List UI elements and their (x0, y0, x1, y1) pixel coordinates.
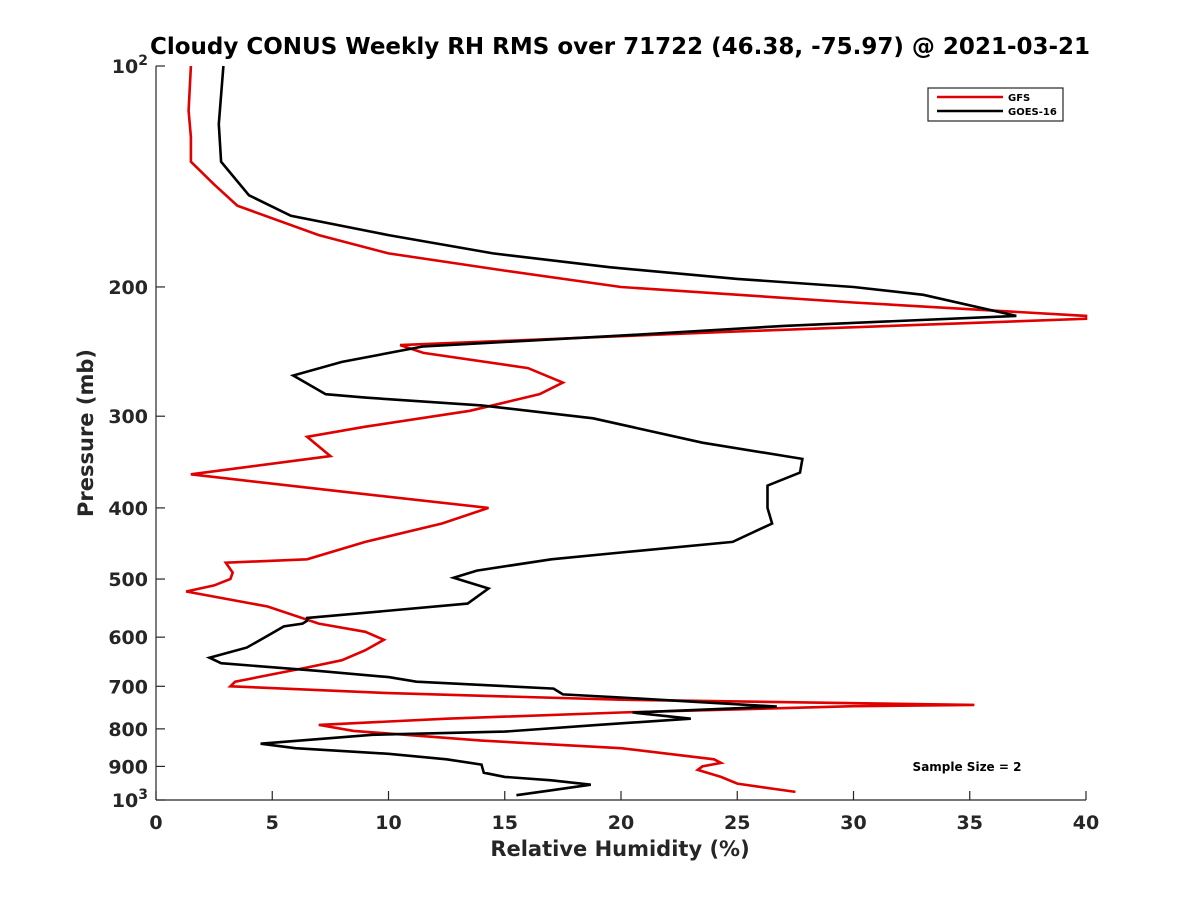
y-tick-label: 600 (108, 627, 148, 649)
x-tick-label: 20 (608, 812, 634, 834)
y-ticks: 102 200 300 400 500 600 700 800 900 103 (108, 53, 165, 812)
x-tick-label: 10 (375, 812, 401, 834)
legend-label-goes-16: GOES-16 (1008, 107, 1057, 118)
y-tick-label: 700 (108, 676, 148, 698)
sample-size-annotation: Sample Size = 2 (913, 760, 1022, 774)
legend: GFS GOES-16 (927, 87, 1064, 122)
y-tick-label: 102 (112, 53, 148, 78)
x-tick-label: 15 (492, 812, 518, 834)
y-tick-label: 103 (112, 787, 148, 812)
y-tick-label: 500 (108, 569, 148, 591)
plot-lines (185, 65, 1088, 797)
y-tick-label: 400 (108, 498, 148, 520)
y-tick-label: 900 (108, 756, 148, 778)
x-axis-title: Relative Humidity (%) (490, 837, 749, 861)
y-tick-label: 800 (108, 719, 148, 741)
x-tick-label: 35 (957, 812, 983, 834)
series-line-goes-16 (205, 65, 1017, 797)
series-line-gfs (185, 65, 1088, 794)
y-axis-title: Pressure (mb) (74, 349, 98, 517)
x-ticks: 0 5 10 15 20 25 30 35 40 (149, 791, 1099, 834)
x-tick-label: 25 (724, 812, 750, 834)
y-tick-label: 200 (108, 277, 148, 299)
x-tick-label: 40 (1073, 812, 1099, 834)
legend-box (927, 87, 1064, 122)
y-tick-label: 300 (108, 406, 148, 428)
x-tick-label: 0 (149, 812, 162, 834)
x-tick-label: 5 (266, 812, 279, 834)
legend-label-gfs: GFS (1008, 93, 1030, 104)
x-tick-label: 30 (840, 812, 866, 834)
chart-title: Cloudy CONUS Weekly RH RMS over 71722 (4… (150, 34, 1090, 60)
